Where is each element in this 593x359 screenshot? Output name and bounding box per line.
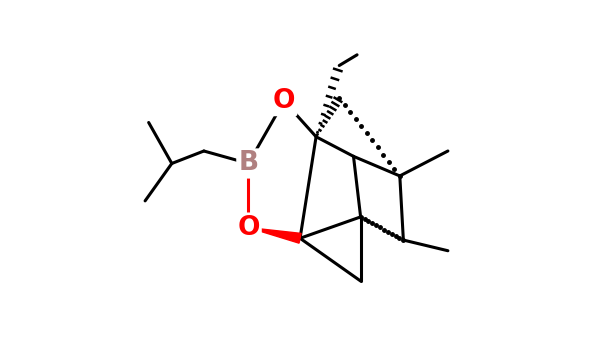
Text: O: O [237, 215, 260, 241]
Text: B: B [238, 150, 259, 177]
Text: O: O [273, 88, 295, 114]
Polygon shape [248, 228, 301, 243]
